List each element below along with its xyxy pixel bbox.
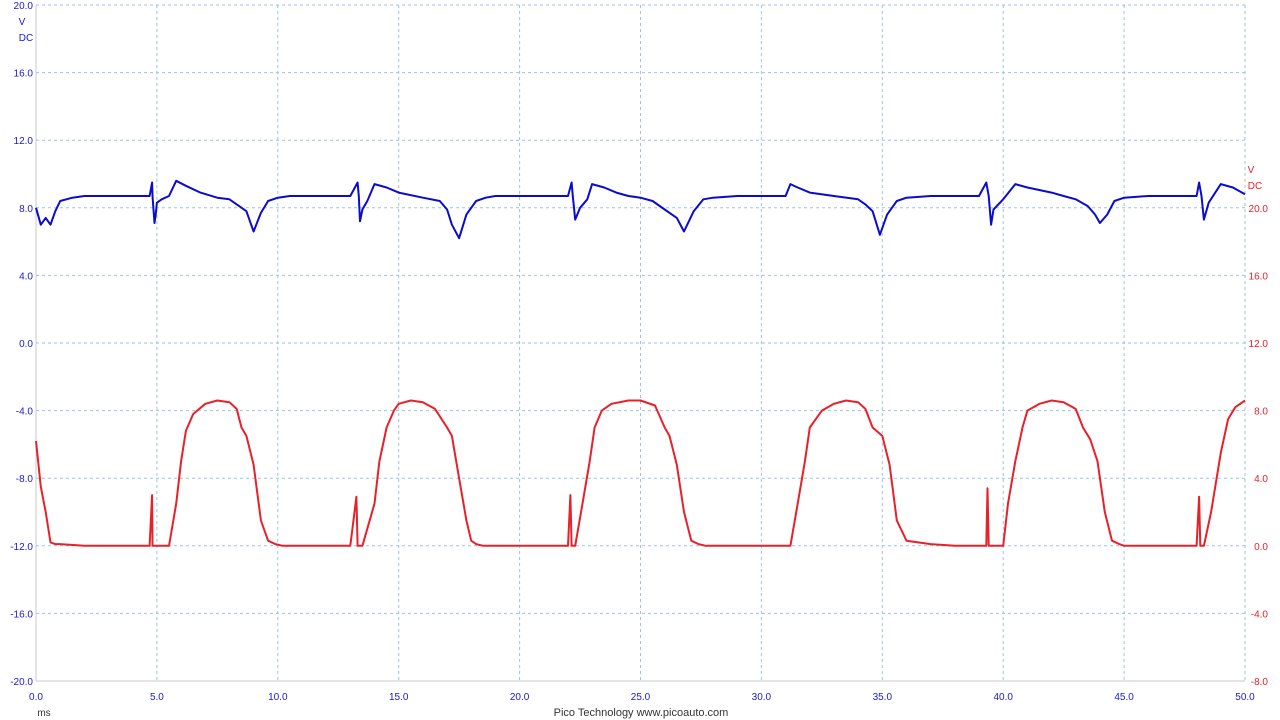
- left-tick-label: -20.0: [10, 677, 33, 688]
- right-tick-label: -4.0: [1251, 609, 1269, 620]
- x-axis-unit: ms: [37, 708, 50, 719]
- left-tick-label: -4.0: [16, 407, 34, 418]
- x-tick-label: 10.0: [268, 692, 288, 703]
- x-tick-label: 40.0: [993, 692, 1013, 703]
- right-tick-label: 0.0: [1254, 542, 1268, 553]
- x-tick-label: 35.0: [873, 692, 893, 703]
- series-line-red: [35, 399, 1246, 547]
- chart-grid: [35, 4, 1246, 682]
- x-tick-label: 0.0: [29, 692, 43, 703]
- left-tick-label: 4.0: [19, 271, 33, 282]
- right-tick-label: 12.0: [1249, 339, 1269, 350]
- right-tick-label: 8.0: [1254, 407, 1268, 418]
- left-tick-label: 0.0: [19, 339, 33, 350]
- left-tick-label: 12.0: [14, 136, 34, 147]
- x-tick-label: 15.0: [389, 692, 409, 703]
- left-tick-label: -8.0: [16, 474, 34, 485]
- series-layer: [35, 179, 1246, 547]
- x-tick-label: 20.0: [510, 692, 530, 703]
- left-tick-label: 8.0: [19, 204, 33, 215]
- x-axis: 0.0 5.0 10.0 15.0 20.0 25.0 30.0 35.0 40.0 45.0 50…: [29, 692, 1255, 703]
- right-axis-unit-v: V: [1248, 165, 1255, 176]
- x-tick-label: 5.0: [150, 692, 164, 703]
- right-axis-unit-dc: DC: [1248, 181, 1262, 192]
- left-tick-label: 16.0: [14, 69, 34, 80]
- right-tick-label: -8.0: [1251, 677, 1269, 688]
- x-tick-label: 25.0: [631, 692, 651, 703]
- right-axis: 20.0 16.0 12.0 8.0 4.0 0.0 -4.0 -8.0: [1249, 204, 1269, 688]
- left-tick-label: -16.0: [10, 609, 33, 620]
- left-tick-label: 20.0: [14, 1, 34, 12]
- x-tick-label: 45.0: [1114, 692, 1134, 703]
- right-tick-label: 4.0: [1254, 474, 1268, 485]
- x-tick-label: 30.0: [752, 692, 772, 703]
- x-tick-label: 50.0: [1235, 692, 1255, 703]
- footer-credit: Pico Technology www.picoauto.com: [554, 707, 729, 719]
- left-axis-unit-dc: DC: [19, 33, 33, 44]
- left-axis: 20.0 16.0 12.0 8.0 4.0 0.0 -4.0 -8.0 -12.0 -16.0 -…: [10, 1, 33, 688]
- left-axis-unit-v: V: [19, 17, 26, 28]
- left-tick-label: -12.0: [10, 542, 33, 553]
- series-line-blue: [35, 179, 1246, 240]
- right-tick-label: 20.0: [1249, 204, 1269, 215]
- right-tick-label: 16.0: [1249, 271, 1269, 282]
